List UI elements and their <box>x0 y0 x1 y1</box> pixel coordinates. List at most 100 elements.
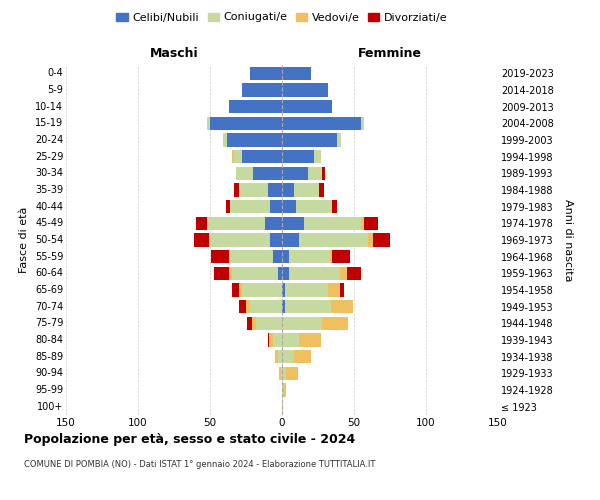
Bar <box>226 200 230 213</box>
Bar <box>242 284 282 296</box>
Bar <box>281 366 282 380</box>
Bar <box>282 266 289 280</box>
Bar <box>252 316 256 330</box>
Bar <box>293 184 319 196</box>
Bar <box>282 234 299 246</box>
Bar <box>282 100 332 114</box>
Bar <box>285 284 328 296</box>
Bar <box>289 266 340 280</box>
Bar <box>282 116 361 130</box>
Bar <box>282 150 314 164</box>
Bar <box>229 250 230 264</box>
Bar <box>239 284 242 296</box>
Bar <box>253 166 282 180</box>
Bar <box>282 300 285 314</box>
Bar <box>340 266 347 280</box>
Bar <box>285 300 331 314</box>
Bar <box>304 216 361 230</box>
Bar <box>282 284 285 296</box>
Bar <box>293 350 311 364</box>
Bar <box>347 266 361 280</box>
Bar <box>289 250 329 264</box>
Bar <box>368 234 373 246</box>
Bar <box>361 216 364 230</box>
Bar <box>196 216 207 230</box>
Bar <box>282 366 286 380</box>
Bar <box>230 250 274 264</box>
Bar <box>271 234 282 246</box>
Bar <box>232 284 239 296</box>
Bar <box>214 266 229 280</box>
Bar <box>247 316 252 330</box>
Bar <box>282 350 293 364</box>
Bar <box>278 350 282 364</box>
Bar <box>322 316 348 330</box>
Bar <box>207 216 265 230</box>
Bar <box>235 184 239 196</box>
Bar <box>282 66 311 80</box>
Bar <box>274 250 282 264</box>
Y-axis label: Fasce di età: Fasce di età <box>19 207 29 273</box>
Bar <box>194 234 209 246</box>
Bar <box>296 200 332 213</box>
Text: COMUNE DI POMBIA (NO) - Dati ISTAT 1° gennaio 2024 - Elaborazione TUTTITALIA.IT: COMUNE DI POMBIA (NO) - Dati ISTAT 1° ge… <box>24 460 376 469</box>
Bar <box>319 184 324 196</box>
Bar <box>282 384 283 396</box>
Bar <box>361 116 364 130</box>
Bar <box>227 134 282 146</box>
Bar <box>250 300 282 314</box>
Bar <box>329 250 332 264</box>
Bar <box>232 266 278 280</box>
Bar <box>282 84 328 96</box>
Bar <box>274 334 282 346</box>
Bar <box>210 234 271 246</box>
Bar <box>332 200 337 213</box>
Bar <box>265 216 282 230</box>
Bar <box>282 166 308 180</box>
Bar <box>210 116 282 130</box>
Bar <box>229 100 282 114</box>
Bar <box>239 300 246 314</box>
Bar <box>256 316 282 330</box>
Bar <box>282 200 296 213</box>
Bar <box>337 134 341 146</box>
Bar <box>282 316 322 330</box>
Bar <box>209 234 210 246</box>
Bar <box>211 250 229 264</box>
Legend: Celibi/Nubili, Coniugati/e, Vedovi/e, Divorziati/e: Celibi/Nubili, Coniugati/e, Vedovi/e, Di… <box>112 8 452 27</box>
Bar <box>268 184 282 196</box>
Bar <box>332 250 350 264</box>
Bar <box>282 250 289 264</box>
Bar <box>328 284 340 296</box>
Bar <box>282 400 283 413</box>
Text: Femmine: Femmine <box>358 47 422 60</box>
Bar <box>373 234 390 246</box>
Text: Maschi: Maschi <box>149 47 199 60</box>
Bar <box>282 334 299 346</box>
Bar <box>235 150 242 164</box>
Bar <box>282 134 337 146</box>
Bar <box>282 216 304 230</box>
Bar <box>331 300 353 314</box>
Bar <box>275 350 278 364</box>
Bar <box>232 150 235 164</box>
Bar <box>230 200 271 213</box>
Bar <box>207 116 210 130</box>
Bar <box>282 184 293 196</box>
Bar <box>236 166 253 180</box>
Bar <box>229 266 232 280</box>
Bar <box>364 216 379 230</box>
Bar <box>322 166 325 180</box>
Bar <box>242 150 282 164</box>
Bar <box>314 150 321 164</box>
Bar <box>271 200 282 213</box>
Bar <box>279 366 281 380</box>
Bar <box>299 334 321 346</box>
Bar <box>278 266 282 280</box>
Bar <box>239 184 268 196</box>
Bar <box>340 284 344 296</box>
Bar <box>242 84 282 96</box>
Bar <box>299 234 368 246</box>
Y-axis label: Anni di nascita: Anni di nascita <box>563 198 573 281</box>
Bar <box>269 334 274 346</box>
